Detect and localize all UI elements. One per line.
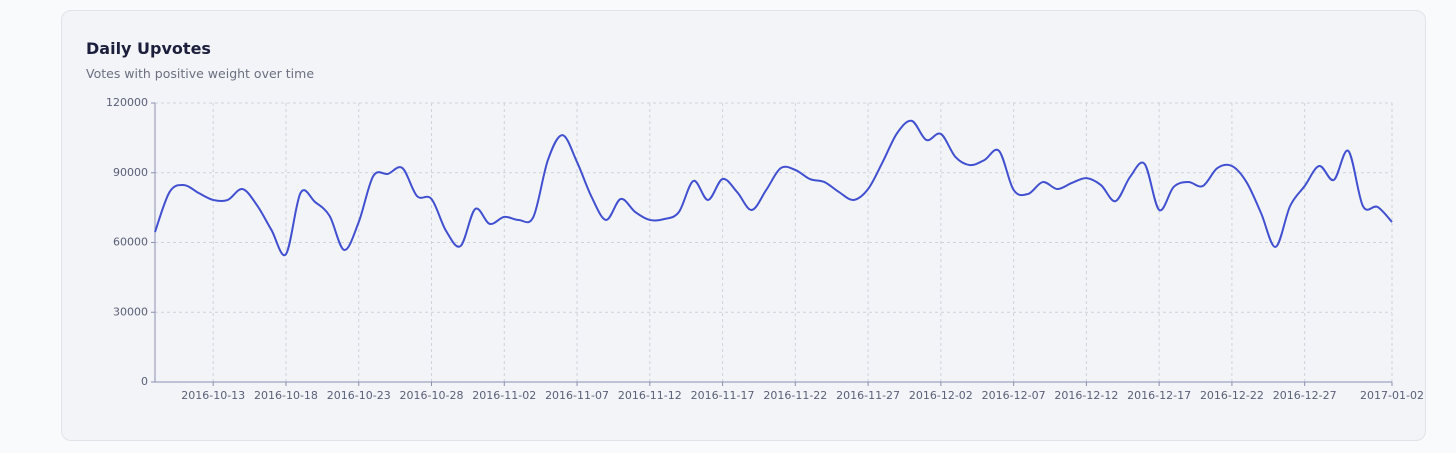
chart-card: Daily Upvotes Votes with positive weight… [61,10,1426,441]
x-tick-label: 2016-11-27 [836,389,900,402]
line-series [154,119,1393,257]
x-tick-label: 2016-12-22 [1200,389,1264,402]
card-subtitle: Votes with positive weight over time [86,66,315,81]
x-tick-label: 2016-12-07 [982,389,1046,402]
y-tick-label: 120000 [106,96,148,109]
x-tick-label: 2016-11-22 [763,389,827,402]
y-tick-label: 0 [141,375,148,388]
y-tick-label: 30000 [113,305,148,318]
y-tick-label: 60000 [113,236,148,249]
x-tick-label: 2016-12-02 [909,389,973,402]
x-tick-label: 2016-10-23 [327,389,391,402]
card-title: Daily Upvotes [86,39,211,58]
x-tick-label: 2017-01-02 [1360,389,1424,402]
x-tick-label: 2016-11-12 [618,389,682,402]
x-tick-label: 2016-10-28 [400,389,464,402]
x-tick-label: 2016-11-07 [545,389,609,402]
x-tick-label: 2016-11-02 [472,389,536,402]
y-tick-label: 90000 [113,166,148,179]
x-tick-label: 2016-10-13 [181,389,245,402]
x-tick-label: 2016-12-27 [1273,389,1337,402]
x-tick-label: 2016-12-17 [1127,389,1191,402]
x-tick-label: 2016-12-12 [1054,389,1118,402]
x-tick-label: 2016-10-18 [254,389,318,402]
x-tick-label: 2016-11-17 [691,389,755,402]
